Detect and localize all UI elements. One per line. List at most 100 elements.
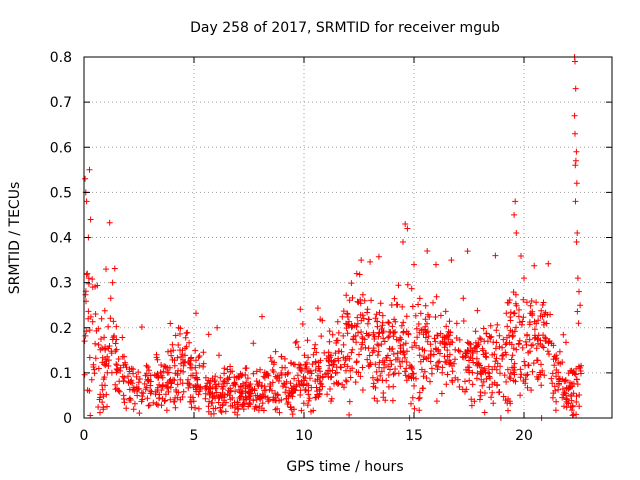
data-point	[375, 348, 382, 355]
data-point	[164, 379, 171, 386]
data-point	[492, 345, 499, 352]
data-point	[389, 323, 396, 330]
data-point	[515, 313, 522, 320]
data-point	[174, 354, 181, 361]
data-point	[104, 403, 110, 410]
data-point	[259, 313, 265, 320]
data-point	[113, 323, 120, 330]
data-point	[420, 373, 427, 380]
data-point	[473, 375, 480, 382]
data-point	[485, 363, 492, 370]
data-point	[470, 350, 476, 356]
data-point	[267, 381, 274, 387]
data-point	[138, 398, 145, 405]
data-point	[146, 402, 153, 409]
data-point	[420, 356, 427, 363]
data-point	[528, 387, 535, 394]
data-point	[304, 369, 311, 376]
data-point	[145, 377, 152, 384]
data-point	[466, 369, 473, 376]
data-point	[424, 320, 430, 327]
data-point	[425, 333, 432, 340]
data-point	[469, 381, 476, 388]
data-point	[573, 148, 580, 155]
data-point	[533, 345, 540, 352]
data-point	[452, 346, 459, 353]
data-point	[447, 329, 454, 336]
data-point	[466, 357, 472, 364]
data-point	[573, 411, 580, 418]
data-point	[363, 330, 370, 337]
data-point	[553, 398, 560, 405]
data-point	[416, 389, 423, 396]
data-point	[195, 354, 202, 361]
data-point	[545, 339, 552, 345]
data-point	[576, 363, 582, 370]
data-point	[433, 346, 440, 353]
data-point	[182, 358, 189, 365]
y-tick-label: 0.1	[50, 366, 72, 382]
data-point	[442, 308, 449, 315]
data-point	[202, 395, 209, 402]
data-point	[166, 364, 173, 371]
data-point	[224, 391, 231, 398]
data-point	[467, 354, 474, 360]
data-point	[243, 379, 250, 386]
data-point	[250, 340, 257, 347]
data-point	[529, 310, 536, 317]
data-point	[487, 322, 494, 329]
data-point	[568, 391, 575, 398]
data-point	[499, 344, 506, 351]
data-point	[404, 225, 411, 232]
data-point	[188, 404, 195, 411]
data-point	[452, 374, 459, 381]
data-point	[415, 395, 422, 402]
data-point	[196, 362, 203, 369]
data-point	[344, 311, 351, 318]
data-point	[423, 375, 430, 381]
data-point	[555, 386, 562, 393]
data-point	[457, 348, 463, 355]
data-point	[305, 382, 312, 389]
data-point	[395, 337, 402, 344]
data-point	[573, 393, 580, 400]
data-point	[364, 356, 371, 363]
data-point	[477, 389, 484, 396]
data-point	[354, 320, 361, 327]
data-point	[253, 368, 260, 375]
data-point	[227, 363, 234, 370]
data-point	[517, 374, 524, 381]
data-point	[341, 361, 348, 368]
data-point	[574, 230, 581, 236]
data-point	[272, 348, 279, 355]
data-point	[205, 403, 212, 410]
data-point	[572, 371, 579, 378]
data-point	[355, 299, 362, 306]
data-point	[573, 399, 580, 405]
data-point	[123, 405, 130, 412]
data-point	[506, 297, 513, 303]
data-point	[442, 358, 449, 365]
data-point	[565, 384, 572, 391]
data-point	[474, 348, 480, 355]
data-point	[397, 363, 404, 370]
data-point	[380, 390, 387, 396]
data-point	[403, 365, 410, 372]
data-point	[474, 307, 481, 314]
data-point	[411, 382, 417, 389]
data-point	[120, 396, 127, 402]
data-point	[479, 382, 486, 389]
data-point	[399, 303, 406, 310]
data-point	[261, 374, 268, 381]
data-point	[512, 291, 519, 298]
data-point	[572, 157, 579, 164]
data-point	[366, 316, 372, 323]
data-point	[422, 334, 429, 341]
data-point	[231, 409, 238, 416]
data-point	[371, 395, 378, 402]
data-point	[379, 322, 386, 329]
data-point	[316, 378, 323, 385]
data-point	[161, 398, 168, 405]
data-point	[150, 399, 157, 406]
